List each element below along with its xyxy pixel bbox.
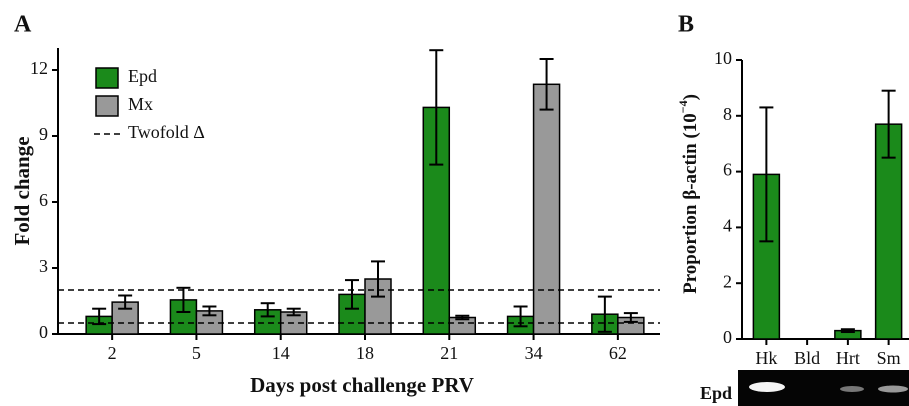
- y-axis-label-end: ): [680, 94, 701, 100]
- y-axis-label-text: Proportion β-actin (10: [680, 113, 701, 294]
- y-tick-label: 2: [723, 271, 732, 291]
- x-tick-label: Hrt: [836, 348, 860, 368]
- bar: [534, 84, 560, 334]
- y-tick-label: 9: [39, 124, 48, 144]
- panel-label: B: [678, 12, 694, 38]
- x-tick-label: 18: [356, 343, 374, 363]
- x-tick-label: 62: [609, 343, 627, 363]
- y-tick-label: 8: [723, 104, 732, 124]
- y-tick-label: 0: [723, 327, 732, 347]
- gel-label: Epd: [700, 383, 732, 403]
- y-axis-label: Proportion β-actin (10−4): [676, 94, 702, 294]
- x-tick-label: Hk: [755, 348, 777, 368]
- legend-swatch: [96, 96, 118, 116]
- figure: A B Days post challenge PRV Fold change …: [0, 0, 909, 406]
- legend-swatch: [96, 68, 118, 88]
- x-tick-label: 21: [440, 343, 458, 363]
- legend-label: Mx: [128, 94, 153, 114]
- legend-label: Twofold Δ: [128, 122, 205, 142]
- x-tick-label: 34: [525, 343, 543, 363]
- x-tick-label: Bld: [794, 348, 820, 368]
- panel-label: A: [14, 12, 32, 38]
- y-tick-label: 6: [723, 160, 732, 180]
- gel-image: [738, 370, 909, 406]
- y-axis-label: Fold change: [10, 136, 34, 245]
- x-tick-label: 5: [192, 343, 201, 363]
- y-tick-label: 10: [714, 48, 732, 68]
- x-tick-label: 2: [108, 343, 117, 363]
- y-tick-label: 12: [30, 58, 48, 78]
- x-axis-label: Days post challenge PRV: [250, 373, 474, 397]
- x-tick-label: Sm: [877, 348, 901, 368]
- y-tick-label: 0: [39, 322, 48, 342]
- y-tick-label: 4: [723, 216, 732, 236]
- y-tick-label: 3: [39, 256, 48, 276]
- y-tick-label: 6: [39, 190, 48, 210]
- x-tick-label: 14: [272, 343, 290, 363]
- y-axis-label-sup: −4: [676, 100, 690, 113]
- legend-label: Epd: [128, 66, 157, 86]
